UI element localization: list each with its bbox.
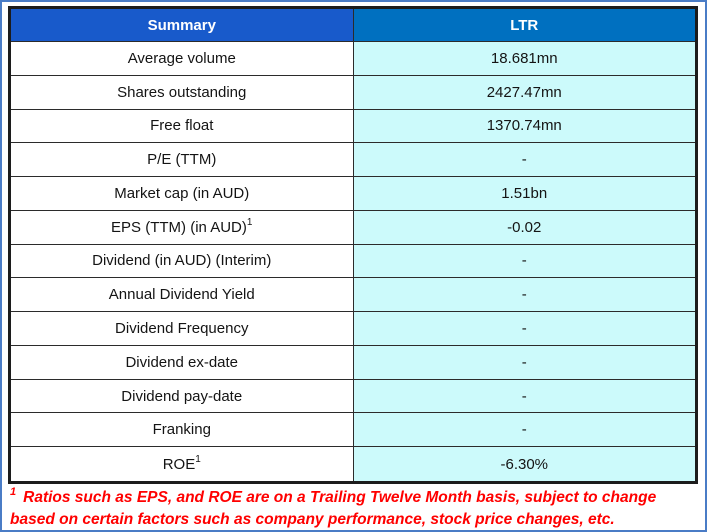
metric-label: Dividend (in AUD) (Interim) [9, 243, 354, 279]
footnote-superscript: 1 [10, 485, 17, 498]
label-superscript: 1 [246, 216, 253, 228]
metric-label: ROE1 [9, 446, 354, 483]
metric-value: -0.02 [352, 209, 697, 245]
table-row: Dividend pay-date - [9, 378, 697, 414]
footnote-text: Ratios such as EPS, and ROE are on a Tra… [10, 489, 657, 528]
table-row: Shares outstanding 2427.47mn [9, 74, 697, 110]
metric-value: - [352, 344, 697, 380]
table-row: Free float 1370.74mn [9, 108, 697, 144]
footnote: 1 Ratios such as EPS, and ROE are on a Tr… [10, 485, 700, 530]
table-body: Average volume 18.681mn Shares outstanding… [9, 41, 697, 483]
metric-label: Free float [9, 108, 354, 144]
metric-value: - [352, 243, 697, 279]
metric-label: P/E (TTM) [9, 142, 354, 178]
metric-value: - [352, 277, 697, 313]
header-cell-summary: Summary [9, 7, 354, 42]
metric-label: Annual Dividend Yield [9, 277, 354, 313]
table-row: Franking - [9, 412, 697, 448]
metric-value: 1370.74mn [352, 108, 697, 144]
table-header: Summary LTR [9, 7, 697, 42]
table-row: EPS (TTM) (in AUD)1 -0.02 [9, 209, 697, 245]
metric-value: - [352, 412, 697, 448]
header-cell-ltr: LTR [352, 7, 697, 42]
metric-value: 2427.47mn [352, 74, 697, 110]
label-superscript: 1 [195, 453, 201, 465]
metric-value: 18.681mn [352, 41, 697, 76]
metric-value: - [352, 311, 697, 346]
metric-label: Dividend pay-date [9, 378, 354, 414]
metric-label: EPS (TTM) (in AUD)1 [9, 209, 354, 245]
header-row: Summary LTR [9, 7, 697, 42]
metric-value: - [352, 142, 697, 178]
table-row: Dividend (in AUD) (Interim) - [9, 243, 697, 279]
table-row: Average volume 18.681mn [9, 41, 697, 76]
metric-value: 1.51bn [352, 176, 697, 211]
table-row: ROE1 -6.30% [9, 446, 697, 483]
table-row: Annual Dividend Yield - [9, 277, 697, 313]
metric-label: Market cap (in AUD) [9, 176, 354, 211]
metric-value: -6.30% [352, 446, 697, 483]
summary-table: Summary LTR Average volume 18.681mn Shares… [8, 6, 698, 484]
metric-label: Dividend ex-date [9, 344, 354, 380]
metric-label: Average volume [9, 41, 354, 76]
metric-label: Dividend Frequency [9, 311, 354, 346]
table-row: P/E (TTM) - [9, 142, 697, 178]
table-row: Dividend ex-date - [9, 344, 697, 380]
metric-value: - [352, 378, 697, 414]
summary-table-container: Summary LTR Average volume 18.681mn Shares… [8, 6, 698, 484]
table-row: Dividend Frequency - [9, 311, 697, 346]
metric-label: Franking [9, 412, 354, 448]
metric-label: Shares outstanding [9, 74, 354, 110]
table-row: Market cap (in AUD) 1.51bn [9, 176, 697, 211]
